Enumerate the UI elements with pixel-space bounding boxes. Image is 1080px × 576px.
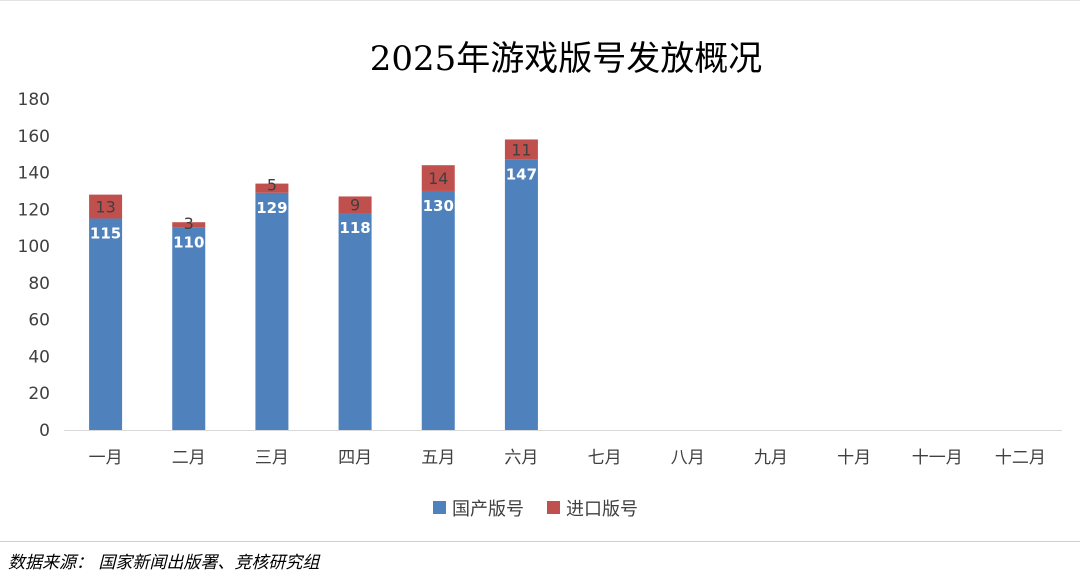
data-label-domestic: 130 [423, 197, 454, 215]
x-tick-label: 五月 [421, 448, 455, 468]
bar-domestic [504, 159, 538, 430]
x-tick-label: 二月 [172, 448, 206, 468]
y-tick-label: 40 [28, 347, 50, 367]
data-label-domestic: 115 [90, 225, 121, 243]
data-label-imported: 9 [350, 196, 360, 215]
x-tick-label: 九月 [754, 448, 788, 468]
legend-label-imported: 进口版号 [566, 499, 638, 520]
chart-title: 2025年游戏版号发放概况 [370, 39, 763, 79]
data-label-imported: 3 [184, 214, 194, 233]
bar-imported [89, 194, 123, 219]
x-tick-label: 十月 [837, 448, 871, 468]
bar-domestic [338, 213, 372, 430]
y-tick-label: 120 [18, 200, 50, 220]
bar-domestic [89, 218, 123, 430]
data-label-domestic: 118 [339, 219, 370, 237]
x-tick-label: 七月 [588, 448, 622, 468]
x-tick-label: 十一月 [912, 448, 963, 468]
x-axis: 一月 二月 三月 四月 五月 六月 七月 八月 九月 十月 十一月 十二月 [64, 430, 1062, 468]
x-tick-label: 一月 [89, 448, 123, 468]
bar-imported [421, 165, 455, 191]
bar-imported [172, 222, 206, 228]
data-label-imported: 5 [267, 176, 277, 195]
y-tick-label: 20 [28, 384, 50, 404]
y-tick-label: 80 [28, 274, 50, 294]
data-label-domestic: 110 [173, 234, 204, 252]
y-tick-label: 100 [18, 237, 50, 257]
legend-label-domestic: 国产版号 [452, 499, 524, 520]
bar-imported [255, 183, 289, 193]
y-tick-label: 180 [18, 90, 50, 110]
y-tick-label: 60 [28, 311, 50, 331]
data-label-imported: 13 [95, 198, 115, 217]
x-tick-label: 六月 [504, 448, 538, 468]
data-label-imported: 11 [511, 141, 531, 160]
y-tick-label: 160 [18, 127, 50, 147]
y-axis: 0 20 40 60 80 100 120 140 160 180 [18, 90, 50, 441]
top-border-line [0, 0, 1080, 1]
stacked-bar-chart: 2025年游戏版号发放概况 0 20 40 60 80 100 120 140 160 180 一… [18, 39, 1062, 520]
legend-swatch-domestic [433, 501, 446, 514]
x-tick-label: 三月 [255, 448, 289, 468]
data-label-domestic: 147 [506, 166, 537, 184]
x-tick-label: 八月 [671, 448, 705, 468]
source-text: 数据来源： 国家新闻出版署、竞核研究组 [8, 553, 320, 573]
y-tick-label: 140 [18, 164, 50, 184]
data-label-domestic: 129 [256, 199, 287, 217]
source-footer: 数据来源： 国家新闻出版署、竞核研究组 [0, 541, 1080, 576]
x-tick-label: 十二月 [995, 448, 1046, 468]
data-label-imported: 14 [428, 169, 448, 188]
bar-imported [338, 196, 372, 214]
bar-domestic [255, 192, 289, 430]
bar-domestic [421, 190, 455, 430]
legend-swatch-imported [547, 501, 560, 514]
x-tick-label: 四月 [338, 448, 372, 468]
bar-domestic [172, 227, 206, 430]
legend: 国产版号 进口版号 [433, 499, 638, 520]
y-tick-label: 0 [39, 421, 50, 441]
bar-imported [504, 139, 538, 160]
